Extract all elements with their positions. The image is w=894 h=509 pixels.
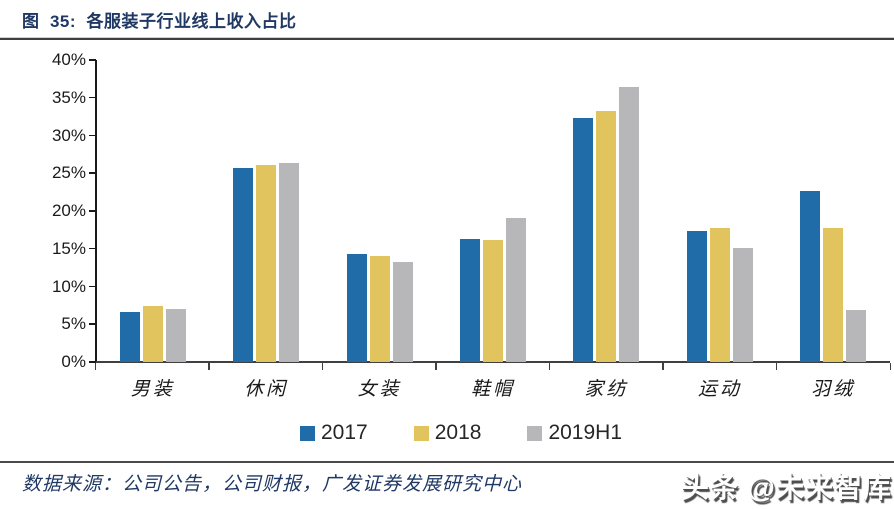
y-tick-label: 10%	[51, 276, 86, 296]
bar-2019H1-c6	[732, 248, 753, 362]
legend-label: 2017	[321, 421, 368, 444]
x-category-label-2: 休闲	[244, 379, 289, 400]
x-category-label-4: 鞋帽	[470, 379, 515, 400]
figure-title: 图 35: 各服装子行业线上收入占比	[22, 12, 297, 31]
y-axis-line	[95, 60, 97, 363]
bar-2018-c2	[256, 164, 277, 362]
y-tick	[89, 210, 96, 212]
bar-2018-c1	[142, 306, 163, 362]
x-axis-line	[95, 361, 890, 363]
y-tick	[89, 172, 96, 174]
bar-2017-c3	[346, 254, 367, 362]
y-tick	[89, 323, 96, 325]
x-tick	[208, 363, 210, 370]
bar-2019H1-c2	[279, 163, 300, 362]
x-tick	[889, 363, 891, 370]
bar-2017-c5	[573, 118, 594, 362]
bar-2018-c4	[482, 240, 503, 362]
bar-2017-c1	[119, 312, 140, 362]
x-category-label-3: 女装	[357, 379, 402, 400]
x-tick	[94, 363, 96, 370]
y-tick-label: 40%	[51, 50, 86, 69]
legend-swatch-icon	[413, 425, 429, 441]
bar-group-2	[209, 60, 322, 362]
x-tick	[548, 363, 551, 370]
bar-2019H1-c3	[392, 261, 413, 362]
legend-item-2017: 2017	[300, 421, 368, 445]
y-tick-label: 20%	[51, 201, 86, 220]
x-axis-labels: 男装 休闲 女装 鞋帽 家纺 运动 羽绒	[96, 374, 890, 401]
bar-group-4	[436, 60, 549, 362]
footer-divider	[0, 461, 894, 463]
legend-swatch-icon	[527, 425, 543, 441]
bar-2017-c6	[686, 231, 707, 362]
bar-group-3	[323, 60, 436, 362]
y-tick	[89, 285, 96, 287]
title-divider	[0, 37, 894, 40]
bar-2017-c7	[800, 191, 821, 362]
bar-2017-c4	[459, 238, 480, 362]
y-tick	[89, 247, 96, 250]
legend-item-2019H1: 2019H1	[527, 421, 622, 445]
data-source-note: 数据来源：公司公告，公司财报，广发证券发展研究中心	[22, 474, 523, 495]
y-tick-label: 5%	[61, 314, 86, 334]
x-tick	[321, 363, 324, 370]
y-tick-label: 25%	[51, 163, 86, 183]
x-category-label-6: 运动	[697, 379, 742, 400]
y-tick	[89, 59, 96, 61]
bar-2019H1-c1	[165, 309, 186, 362]
bar-2018-c5	[596, 111, 617, 362]
x-tick	[435, 363, 437, 370]
y-tick	[89, 134, 96, 136]
bar-groups	[96, 60, 890, 362]
legend-swatch-icon	[300, 425, 315, 441]
legend-label: 2018	[434, 421, 482, 444]
y-tick-label: 30%	[51, 125, 86, 145]
bar-group-5	[550, 60, 663, 362]
x-category-label-1: 男装	[130, 379, 175, 400]
bar-2019H1-c4	[505, 217, 526, 362]
bar-group-6	[663, 60, 776, 362]
watermark-toutiao: 头条 @未来智库	[680, 472, 892, 503]
bar-2018-c7	[823, 227, 844, 362]
bar-group-7	[777, 60, 890, 362]
bar-2017-c2	[233, 167, 254, 362]
x-category-label-7: 羽绒	[811, 379, 856, 400]
y-tick-label: 0%	[61, 352, 86, 371]
x-tick	[775, 363, 778, 370]
x-category-label-5: 家纺	[584, 379, 629, 400]
bar-2018-c3	[369, 255, 390, 362]
x-tick	[662, 363, 664, 370]
legend-item-2018: 2018	[413, 421, 482, 445]
y-tick	[89, 361, 96, 363]
bar-2019H1-c5	[619, 87, 640, 362]
y-tick-label: 35%	[51, 87, 86, 107]
legend-label: 2019H1	[548, 421, 622, 444]
y-tick	[89, 96, 96, 99]
y-tick-label: 15%	[51, 238, 86, 258]
bar-2019H1-c7	[846, 309, 867, 362]
chart-legend: 2017 2018 2019H1	[0, 420, 894, 446]
bar-group-1	[96, 60, 209, 362]
bar-2018-c6	[709, 227, 730, 362]
